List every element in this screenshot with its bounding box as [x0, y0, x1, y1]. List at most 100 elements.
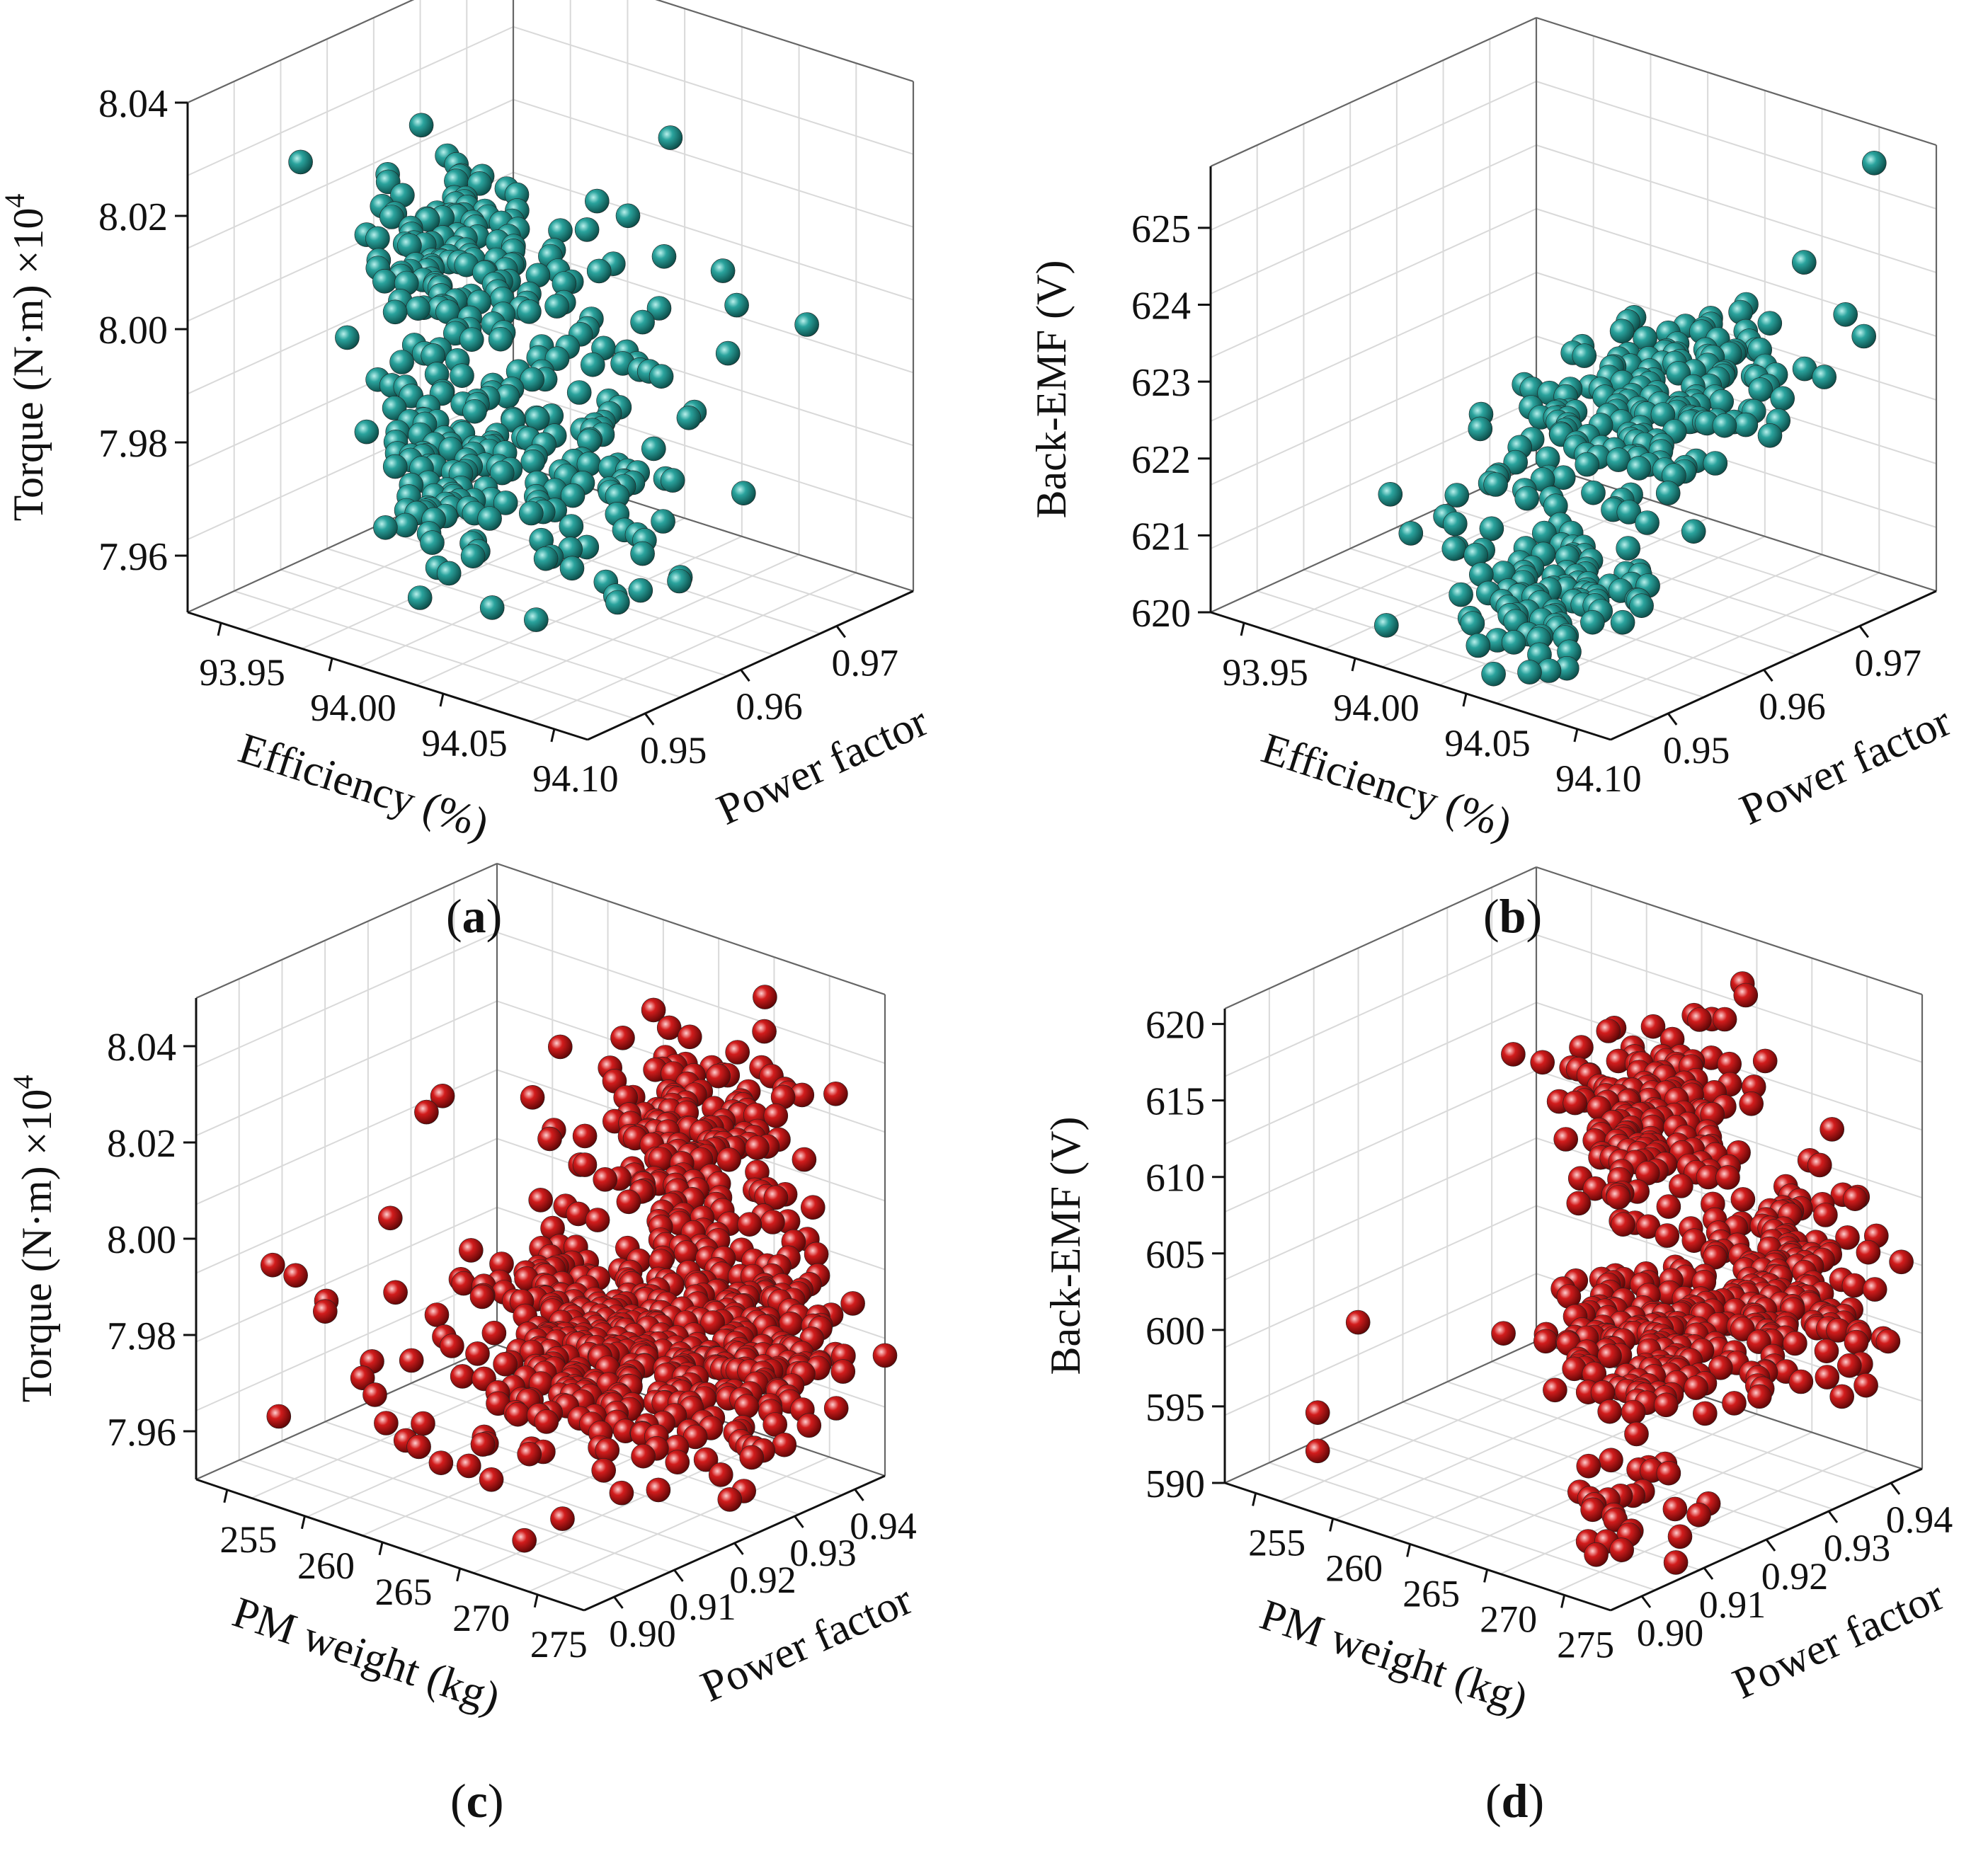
data-point: [605, 590, 630, 615]
data-point: [1788, 1369, 1814, 1394]
y-tick-label-d: 0.92: [1761, 1555, 1829, 1598]
data-point: [1813, 1203, 1838, 1227]
data-point: [436, 561, 462, 586]
panel-a-chart: 93.95 94.00 94.05 94.10 0.95 0.96 0.97 7.96 7.98…: [0, 0, 935, 849]
data-point: [1550, 465, 1576, 491]
data-point: [760, 1210, 785, 1234]
data-point: [1597, 1343, 1622, 1368]
y-tick-mark-c: [733, 1542, 744, 1555]
x-tick-mark-b: [1351, 658, 1356, 672]
data-point: [458, 1238, 484, 1263]
x-axis-b: [1210, 611, 1611, 741]
data-point: [460, 544, 486, 569]
data-point: [1599, 1448, 1623, 1473]
panel-b-chart: 93.95 94.00 94.05 94.10 0.95 0.96 0.97 620 621 62…: [1028, 16, 1958, 849]
data-point: [580, 352, 605, 377]
z-tick-label-d: 595: [1146, 1386, 1205, 1430]
data-point: [1305, 1400, 1330, 1425]
z-tick-label-c: 7.98: [107, 1314, 176, 1358]
data-point: [1655, 481, 1681, 505]
data-point: [407, 585, 433, 610]
z-tick-label-b: 624: [1131, 285, 1191, 328]
data-point: [1770, 386, 1795, 411]
data-point: [559, 514, 584, 539]
data-point: [1656, 1460, 1681, 1486]
data-point: [533, 546, 559, 571]
data-point: [609, 1480, 634, 1506]
x-tick-mark-d: [1406, 1544, 1412, 1557]
z-tick-label-a: 8.04: [98, 82, 168, 126]
data-point: [1483, 472, 1508, 497]
x-tick-mark-d: [1560, 1595, 1566, 1608]
data-point: [1610, 609, 1635, 635]
y-tick-mark-d: [1640, 1595, 1652, 1608]
y-tick-label-d: 0.94: [1886, 1498, 1953, 1541]
data-point: [1517, 660, 1542, 684]
x-tick-mark-d: [1483, 1569, 1489, 1583]
z-tick-label-c: 8.02: [107, 1122, 176, 1166]
x-tick-label-a: 93.95: [199, 651, 285, 694]
z-tick-label-a: 7.96: [98, 535, 168, 579]
data-point: [1681, 519, 1706, 544]
data-point: [1715, 1165, 1740, 1190]
panel-label-c: (c): [450, 1774, 504, 1828]
data-point: [1543, 1377, 1567, 1403]
data-point: [724, 292, 749, 318]
y-axis-a: [587, 590, 914, 741]
data-point: [734, 1394, 759, 1419]
data-point: [459, 327, 484, 353]
data-point: [1851, 323, 1876, 349]
data-point: [1662, 1496, 1688, 1522]
y-tick-label-c: 0.93: [789, 1532, 857, 1574]
data-point: [424, 1302, 450, 1327]
data-point: [362, 1382, 387, 1407]
data-point: [641, 436, 666, 462]
z-tick-label-d: 610: [1146, 1157, 1205, 1200]
data-point: [266, 1404, 292, 1429]
points-b: [1374, 151, 1887, 687]
data-point: [665, 1450, 690, 1474]
data-point: [1747, 1384, 1772, 1409]
data-point: [1739, 1091, 1764, 1116]
x-tick-label-c: 275: [530, 1623, 588, 1666]
data-point: [591, 1458, 617, 1483]
x-axis-a: [187, 611, 588, 741]
data-point: [1712, 413, 1737, 438]
data-point: [1783, 1331, 1807, 1356]
data-point: [615, 203, 641, 229]
x-tick-label-a: 94.00: [310, 687, 396, 729]
z-axis-title-sup-c: 4: [7, 1075, 39, 1089]
data-point: [1616, 500, 1642, 525]
y-tick-label-b: 0.95: [1663, 729, 1730, 772]
data-point: [651, 509, 675, 534]
y-tick-label-c: 0.94: [850, 1505, 917, 1547]
data-point: [372, 268, 397, 294]
data-point: [1757, 311, 1783, 336]
x-tick-mark-b: [1240, 622, 1245, 636]
data-point: [406, 1434, 431, 1460]
data-point: [493, 1351, 518, 1377]
data-point: [1733, 412, 1759, 437]
data-point: [440, 1334, 464, 1358]
data-point: [725, 1040, 750, 1065]
y-tick-label-b: 0.96: [1759, 685, 1826, 728]
panel-d-chart: 255 260 265 270 275 0.900.910.920.930.94 590 59…: [1042, 866, 1953, 1724]
data-point: [377, 1205, 403, 1231]
data-point: [630, 309, 655, 335]
data-point: [1841, 1273, 1867, 1298]
data-point: [1686, 1502, 1711, 1528]
y-tick-mark-c: [854, 1489, 864, 1501]
data-point: [1703, 451, 1728, 476]
data-point: [379, 205, 404, 229]
z-tick-label-b: 625: [1131, 207, 1191, 251]
data-point: [1752, 1048, 1778, 1074]
data-point: [737, 1212, 762, 1237]
data-point: [1501, 630, 1526, 655]
data-point: [1792, 250, 1817, 275]
data-point: [1597, 1399, 1622, 1424]
data-point: [574, 217, 600, 242]
data-point: [1654, 1392, 1679, 1418]
y-tick-label-c: 0.92: [729, 1559, 796, 1601]
x-tick-mark-b: [1573, 728, 1579, 743]
